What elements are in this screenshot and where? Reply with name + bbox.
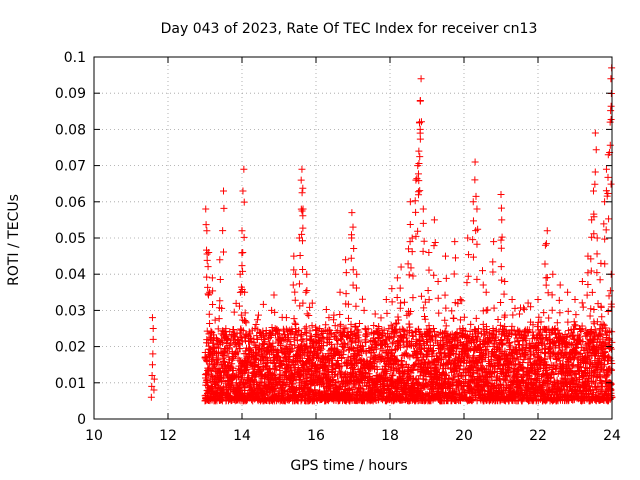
data-point xyxy=(230,326,238,334)
data-point xyxy=(255,360,263,368)
data-point xyxy=(286,338,294,346)
data-point xyxy=(228,356,236,364)
data-point xyxy=(339,347,347,355)
grid-layer xyxy=(94,57,612,419)
data-point xyxy=(214,325,222,333)
data-point xyxy=(344,314,352,322)
data-point xyxy=(206,319,214,327)
data-point xyxy=(230,308,238,316)
data-point xyxy=(238,375,246,383)
data-point xyxy=(259,327,267,335)
data-point xyxy=(252,321,260,329)
data-point xyxy=(232,350,240,358)
data-point xyxy=(328,354,336,362)
data-point xyxy=(306,303,314,311)
data-point xyxy=(302,288,310,296)
data-point xyxy=(287,346,295,354)
data-point xyxy=(304,366,312,374)
data-point xyxy=(208,355,216,363)
data-point xyxy=(214,356,222,364)
data-point xyxy=(331,371,339,379)
data-point xyxy=(344,300,352,308)
data-point xyxy=(238,338,246,346)
data-point xyxy=(215,315,223,323)
data-point xyxy=(219,339,227,347)
data-point xyxy=(322,321,330,329)
data-point xyxy=(284,334,292,342)
data-point xyxy=(274,352,282,360)
data-point xyxy=(259,300,267,308)
data-point xyxy=(269,339,277,347)
data-point xyxy=(336,322,344,330)
data-point xyxy=(243,332,251,340)
data-point xyxy=(276,366,284,374)
data-point xyxy=(322,305,330,313)
data-point xyxy=(305,312,313,320)
data-point xyxy=(301,328,309,336)
data-point xyxy=(222,325,230,333)
data-point xyxy=(254,311,262,319)
data-point xyxy=(304,356,312,364)
data-point xyxy=(320,342,328,350)
data-point xyxy=(349,345,357,353)
data-point xyxy=(207,382,215,390)
data-point xyxy=(327,329,335,337)
data-point xyxy=(338,336,346,344)
data-points-layer xyxy=(147,64,616,405)
data-point xyxy=(236,344,244,352)
data-point xyxy=(229,367,237,375)
data-point xyxy=(243,363,251,371)
data-point xyxy=(218,376,226,384)
data-point xyxy=(265,366,273,374)
data-point xyxy=(276,342,284,350)
data-point xyxy=(322,353,330,361)
data-point xyxy=(283,367,291,375)
data-point xyxy=(299,337,307,345)
data-point xyxy=(273,325,281,333)
data-point xyxy=(338,354,346,362)
data-point xyxy=(267,332,275,340)
data-point xyxy=(238,334,246,342)
data-point xyxy=(334,356,342,364)
data-point xyxy=(253,316,261,324)
data-point xyxy=(270,291,278,299)
data-point xyxy=(291,386,299,394)
data-point xyxy=(246,330,254,338)
data-point xyxy=(303,342,311,350)
data-point xyxy=(263,354,271,362)
data-point xyxy=(327,381,335,389)
data-point xyxy=(340,340,348,348)
data-point xyxy=(208,371,216,379)
data-point xyxy=(285,362,293,370)
data-point xyxy=(237,311,245,319)
data-point xyxy=(344,341,352,349)
data-point xyxy=(333,340,341,348)
data-point xyxy=(290,335,298,343)
data-point xyxy=(291,341,299,349)
data-point xyxy=(318,345,326,353)
data-point xyxy=(285,352,293,360)
data-point xyxy=(253,336,261,344)
data-point xyxy=(330,311,338,319)
data-point xyxy=(239,327,247,335)
data-point xyxy=(298,336,306,344)
data-point xyxy=(347,320,355,328)
data-point xyxy=(211,316,219,324)
